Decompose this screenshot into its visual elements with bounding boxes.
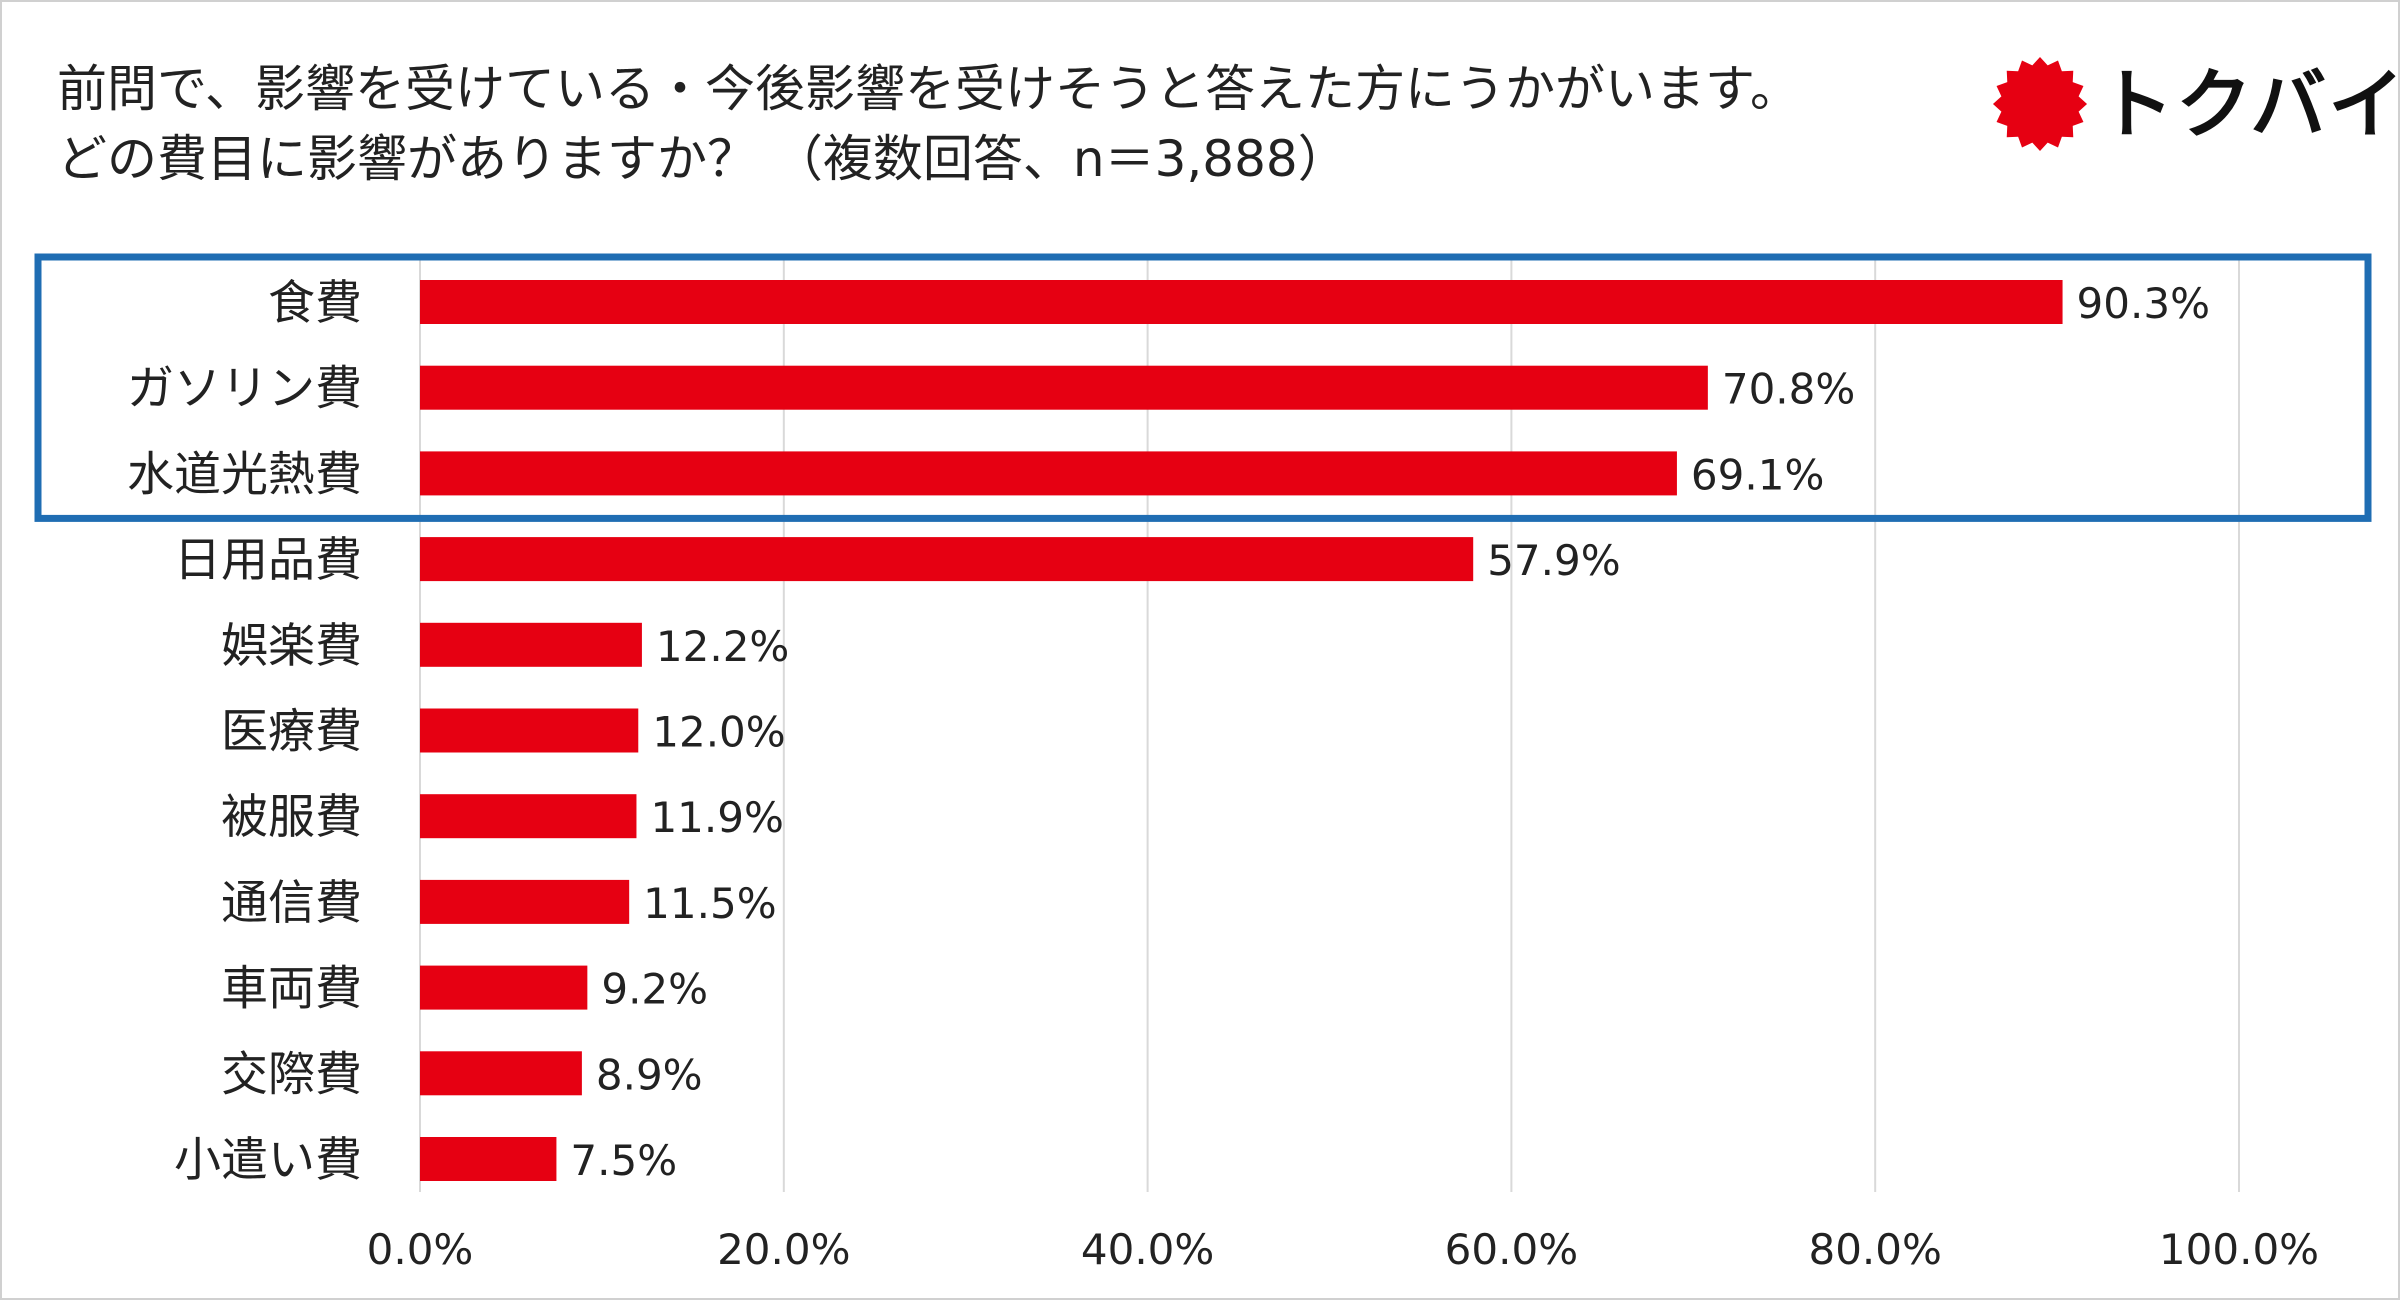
x-tick-label-2: 40.0% [1081,1225,1214,1274]
highlight-box [34,253,2372,522]
category-label-10: 交際費 [221,1047,362,1102]
logo-text: トクバイ [2098,60,2400,149]
bar-6 [420,708,639,753]
category-label-3: 水道光熱費 [127,447,362,502]
value-label-6: 12.0% [652,708,785,757]
category-label-2: ガソリン費 [127,362,362,417]
bar-1 [420,280,2063,324]
x-tick-label-1: 20.0% [717,1225,850,1274]
category-label-1: 食費 [268,276,362,331]
bar-3 [420,451,1677,496]
category-label-5: 娯楽費 [221,619,362,674]
value-label-7: 11.9% [650,793,783,842]
tokubai-logo: トクバイ [1992,52,2400,162]
value-label-3: 69.1% [1691,450,1824,499]
value-label-2: 70.8% [1722,365,1855,414]
sun-burst-icon [1992,56,2088,152]
value-label-1: 90.3% [2077,279,2210,328]
x-tick-label-3: 60.0% [1445,1225,1578,1274]
value-label-9: 9.2% [601,965,708,1014]
title-line-1: 前問で、影響を受けている・今後影響を受けそうと答えた方にうかがいます。 [57,60,1800,118]
category-label-4: 日用品費 [174,533,362,588]
x-tick-label-5: 100.0% [2159,1225,2319,1274]
bar-10 [420,1051,582,1096]
category-label-8: 通信費 [221,876,362,931]
bar-2 [420,365,1708,410]
bar-11 [420,1137,557,1181]
value-label-8: 11.5% [643,879,776,928]
value-label-4: 57.9% [1487,536,1620,585]
value-label-5: 12.2% [656,622,789,671]
x-tick-label-4: 80.0% [1808,1225,1941,1274]
bar-4 [420,537,1474,582]
chart-title: 前問で、影響を受けている・今後影響を受けそうと答えた方にうかがいます。 どの費目… [57,54,1800,194]
category-label-7: 被服費 [221,790,362,845]
bar-9 [420,965,588,1010]
value-label-10: 8.9% [596,1050,703,1099]
category-label-6: 医療費 [221,705,362,760]
value-label-11: 7.5% [570,1136,677,1185]
bar-5 [420,622,642,667]
bar-7 [420,794,637,839]
x-tick-label-0: 0.0% [367,1225,474,1274]
title-line-2: どの費目に影響がありますか？ （複数回答、n＝3,888） [57,130,1348,188]
category-label-9: 車両費 [221,962,362,1017]
bar-8 [420,879,630,924]
category-label-11: 小遣い費 [174,1133,362,1188]
